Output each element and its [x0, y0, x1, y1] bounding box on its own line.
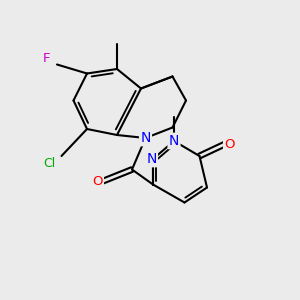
Text: F: F [43, 52, 50, 65]
Text: O: O [224, 137, 235, 151]
Text: O: O [92, 175, 103, 188]
Text: N: N [146, 152, 157, 166]
Text: Cl: Cl [44, 157, 56, 170]
Text: N: N [140, 131, 151, 145]
Text: N: N [169, 134, 179, 148]
